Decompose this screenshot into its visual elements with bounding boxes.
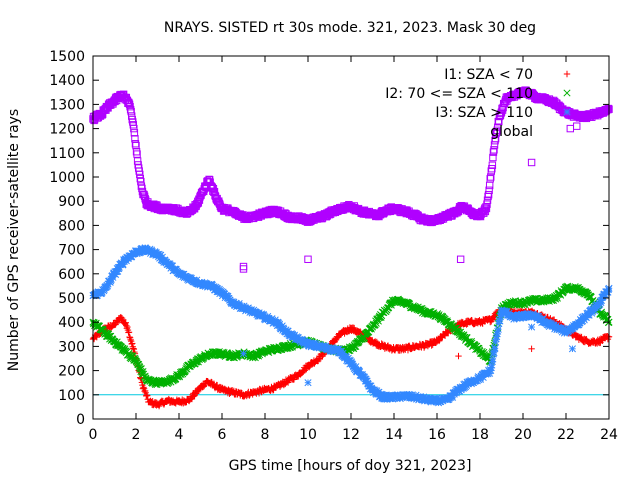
x-tick-label: 22 (557, 427, 575, 443)
data-point (122, 319, 129, 326)
y-axis-title: Number of GPS receiver-satellite rays (6, 109, 22, 371)
x-tick-label: 6 (218, 427, 227, 443)
data-point (210, 380, 218, 387)
y-tick-label: 100 (58, 388, 85, 404)
data-point (189, 393, 197, 400)
legend-label: global (490, 124, 533, 140)
data-point (435, 337, 443, 345)
data-point (155, 402, 163, 410)
data-point (441, 332, 449, 339)
data-point (444, 328, 451, 336)
data-point (491, 344, 499, 352)
x-tick-label: 20 (514, 427, 532, 443)
data-layer (89, 86, 613, 410)
y-tick-label: 200 (58, 364, 85, 380)
y-tick-label: 1000 (49, 170, 85, 186)
data-point (428, 342, 435, 349)
data-point (200, 383, 207, 390)
legend-label: I3: SZA > 110 (435, 105, 533, 121)
x-tick-label: 4 (175, 427, 184, 443)
data-point (194, 388, 201, 396)
data-point (130, 345, 137, 352)
x-tick-label: 0 (89, 427, 98, 443)
data-point (128, 340, 135, 348)
data-point (143, 391, 150, 399)
x-axis-title: GPS time [hours of doy 321, 2023] (229, 458, 472, 474)
x-tick-label: 12 (342, 427, 360, 443)
outlier-point (304, 379, 312, 387)
data-point (130, 345, 138, 353)
y-tick-label: 1100 (49, 146, 85, 162)
y-tick-label: 900 (58, 194, 85, 210)
y-tick-label: 700 (58, 243, 85, 259)
data-point (119, 316, 127, 323)
data-point (129, 340, 136, 347)
y-tick-label: 400 (58, 315, 85, 331)
data-point (140, 384, 147, 391)
y-tick-label: 1300 (49, 97, 85, 113)
data-point (144, 392, 151, 399)
legend-marker (563, 108, 571, 116)
y-tick-label: 1400 (49, 73, 85, 89)
data-point (351, 324, 358, 332)
y-tick-label: 600 (58, 267, 85, 283)
y-tick-label: 1200 (49, 122, 85, 138)
x-tick-label: 14 (385, 427, 403, 443)
y-tick-label: 300 (58, 339, 85, 355)
x-tick-label: 8 (261, 427, 270, 443)
data-point (299, 368, 307, 376)
x-tick-label: 10 (299, 427, 317, 443)
data-point (305, 363, 313, 371)
data-point (319, 352, 326, 360)
data-point (438, 334, 446, 341)
x-tick-label: 2 (132, 427, 141, 443)
x-tick-label: 16 (428, 427, 446, 443)
y-tick-label: 0 (76, 412, 85, 428)
x-tick-label: 24 (600, 427, 618, 443)
data-point (199, 383, 206, 391)
x-tick-label: 18 (471, 427, 489, 443)
data-point (280, 381, 288, 389)
data-point (125, 329, 133, 336)
data-point (93, 333, 100, 341)
outlier-point (239, 350, 248, 358)
data-point (313, 356, 321, 364)
outlier-point (568, 345, 577, 353)
legend-label: I1: SZA < 70 (444, 67, 533, 83)
data-point (127, 336, 134, 343)
outlier-point (528, 323, 536, 331)
data-point (494, 325, 502, 333)
y-tick-label: 800 (58, 218, 85, 234)
y-tick-label: 500 (58, 291, 85, 307)
data-point (160, 401, 168, 408)
data-point (126, 333, 133, 341)
legend-label: I2: 70 <= SZA < 110 (385, 86, 533, 102)
chart-title: NRAYS. SISTED rt 30s mode. 321, 2023. Ma… (164, 20, 536, 36)
data-point (124, 323, 131, 331)
y-tick-label: 1500 (49, 49, 85, 65)
